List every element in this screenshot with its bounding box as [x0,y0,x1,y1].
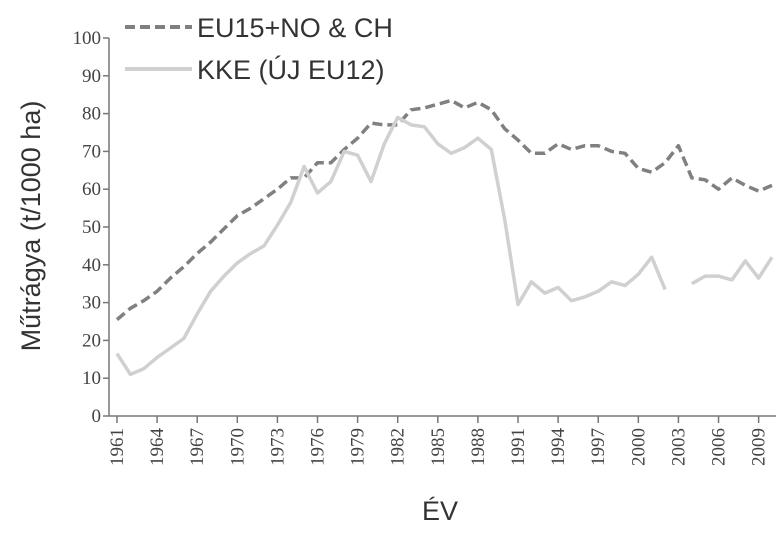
x-tick-label: 2003 [668,428,689,466]
x-tick-label: 1961 [107,428,128,466]
y-tick-label: 60 [82,179,101,200]
x-tick-label: 1979 [348,428,369,466]
legend-label: KKE (ÚJ EU12) [197,54,385,85]
x-tick-label: 2009 [749,428,770,466]
x-tick-label: 1970 [227,428,248,466]
x-tick-label: 1997 [588,428,609,466]
x-tick-label: 1991 [508,428,529,466]
y-tick-label: 80 [82,104,101,125]
x-tick-label: 1976 [308,428,329,466]
y-tick-label: 70 [82,141,101,162]
x-tick-label: 1967 [187,428,208,466]
y-tick-label: 0 [92,406,102,427]
x-tick-label: 2000 [628,428,649,466]
y-tick-label: 30 [82,293,101,314]
y-tick-label: 100 [73,28,102,49]
x-tick-label: 2006 [709,428,730,466]
x-tick-label: 1985 [428,428,449,466]
x-tick-label: 1964 [147,428,168,467]
y-tick-label: 50 [82,217,101,238]
x-tick-label: 1994 [548,428,569,467]
x-axis-title: ÉV [422,496,458,526]
legend-label: EU15+NO & CH [197,13,393,43]
x-tick-label: 1988 [468,428,489,466]
series-line [115,115,774,377]
y-tick-label: 90 [82,66,101,87]
x-tick-label: 1973 [267,428,288,466]
series-line [115,98,773,321]
y-axis-title: Műtrágya (t/1000 ha) [16,101,46,352]
y-tick-label: 20 [82,330,101,351]
y-tick-label: 40 [82,255,101,276]
x-tick-label: 1982 [388,428,409,466]
y-tick-label: 10 [82,368,101,389]
